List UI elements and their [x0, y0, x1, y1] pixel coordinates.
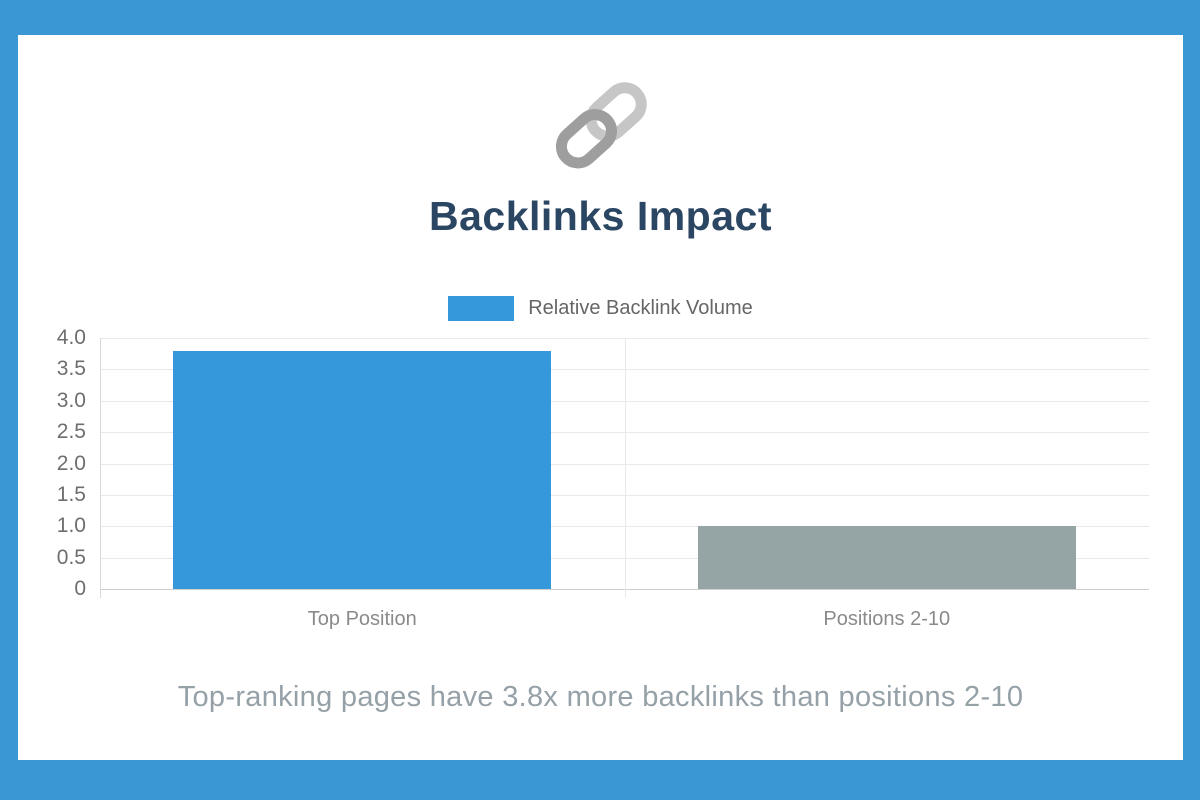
y-tick-label: 1.5 — [56, 482, 86, 506]
y-tick-label: 1.0 — [56, 514, 86, 538]
legend-label: Relative Backlink Volume — [528, 297, 753, 319]
chain-link-dark-ring — [555, 109, 617, 169]
category-boundary-gridline — [624, 338, 626, 598]
plot-area: 4.0 3.5 3.0 2.5 2.0 1.5 1.0 0.5 0 Top Position Pos… — [57, 326, 1149, 630]
y-tick-label: 0 — [74, 577, 86, 600]
y-tick-label: 3.5 — [56, 357, 86, 381]
chart-legend: Relative Backlink Volume — [18, 296, 1183, 321]
chart-caption: Top-ranking pages have 3.8x more backlin… — [177, 681, 1024, 713]
bar-positions-2-10 — [697, 526, 1076, 589]
legend-swatch — [448, 296, 515, 321]
chart-card: Backlinks Impact Relative Backlink Volum… — [18, 35, 1183, 760]
x-axis-label: Positions 2-10 — [823, 608, 951, 630]
y-tick-label: 3.0 — [56, 388, 86, 412]
y-axis-line — [100, 338, 101, 598]
bar-top-position — [173, 350, 552, 589]
y-tick-label: 2.0 — [56, 451, 86, 475]
y-tick-label: 4.0 — [56, 326, 86, 349]
page-title: Backlinks Impact — [429, 193, 772, 239]
chain-link-light-ring — [585, 82, 647, 142]
y-tick-label: 0.5 — [56, 545, 86, 569]
y-tick-label: 2.5 — [56, 420, 86, 444]
chain-link-icon — [546, 75, 656, 175]
x-axis-label: Top Position — [307, 608, 417, 630]
